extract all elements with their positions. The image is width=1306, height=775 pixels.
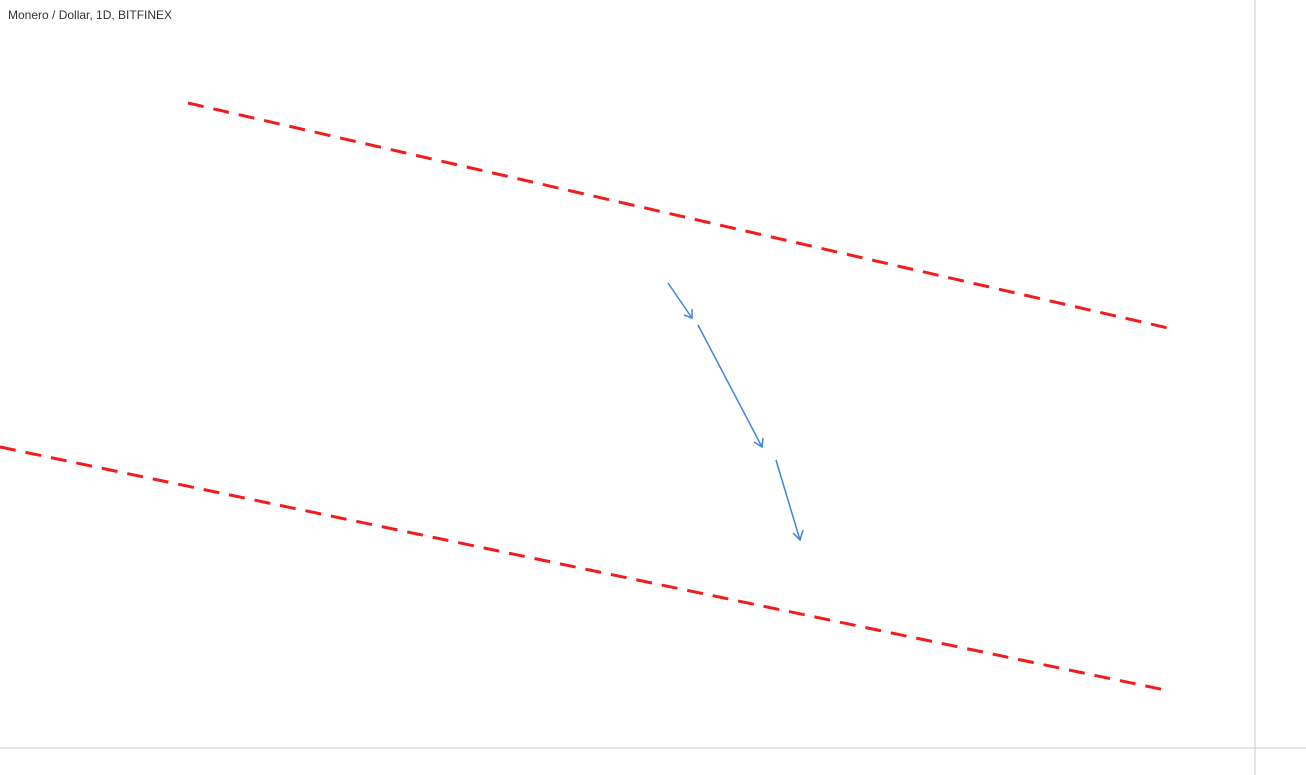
arrow xyxy=(775,459,801,541)
trend-line xyxy=(187,101,1169,330)
trend-line xyxy=(0,445,1166,692)
arrow xyxy=(667,282,693,319)
arrow-head xyxy=(683,309,693,320)
arrow-head xyxy=(792,529,804,542)
arrow xyxy=(697,324,763,448)
chart-title: Monero / Dollar, 1D, BITFINEX xyxy=(8,8,172,22)
arrows xyxy=(667,282,804,542)
drawings xyxy=(0,101,1169,692)
arrow-head xyxy=(753,437,764,449)
